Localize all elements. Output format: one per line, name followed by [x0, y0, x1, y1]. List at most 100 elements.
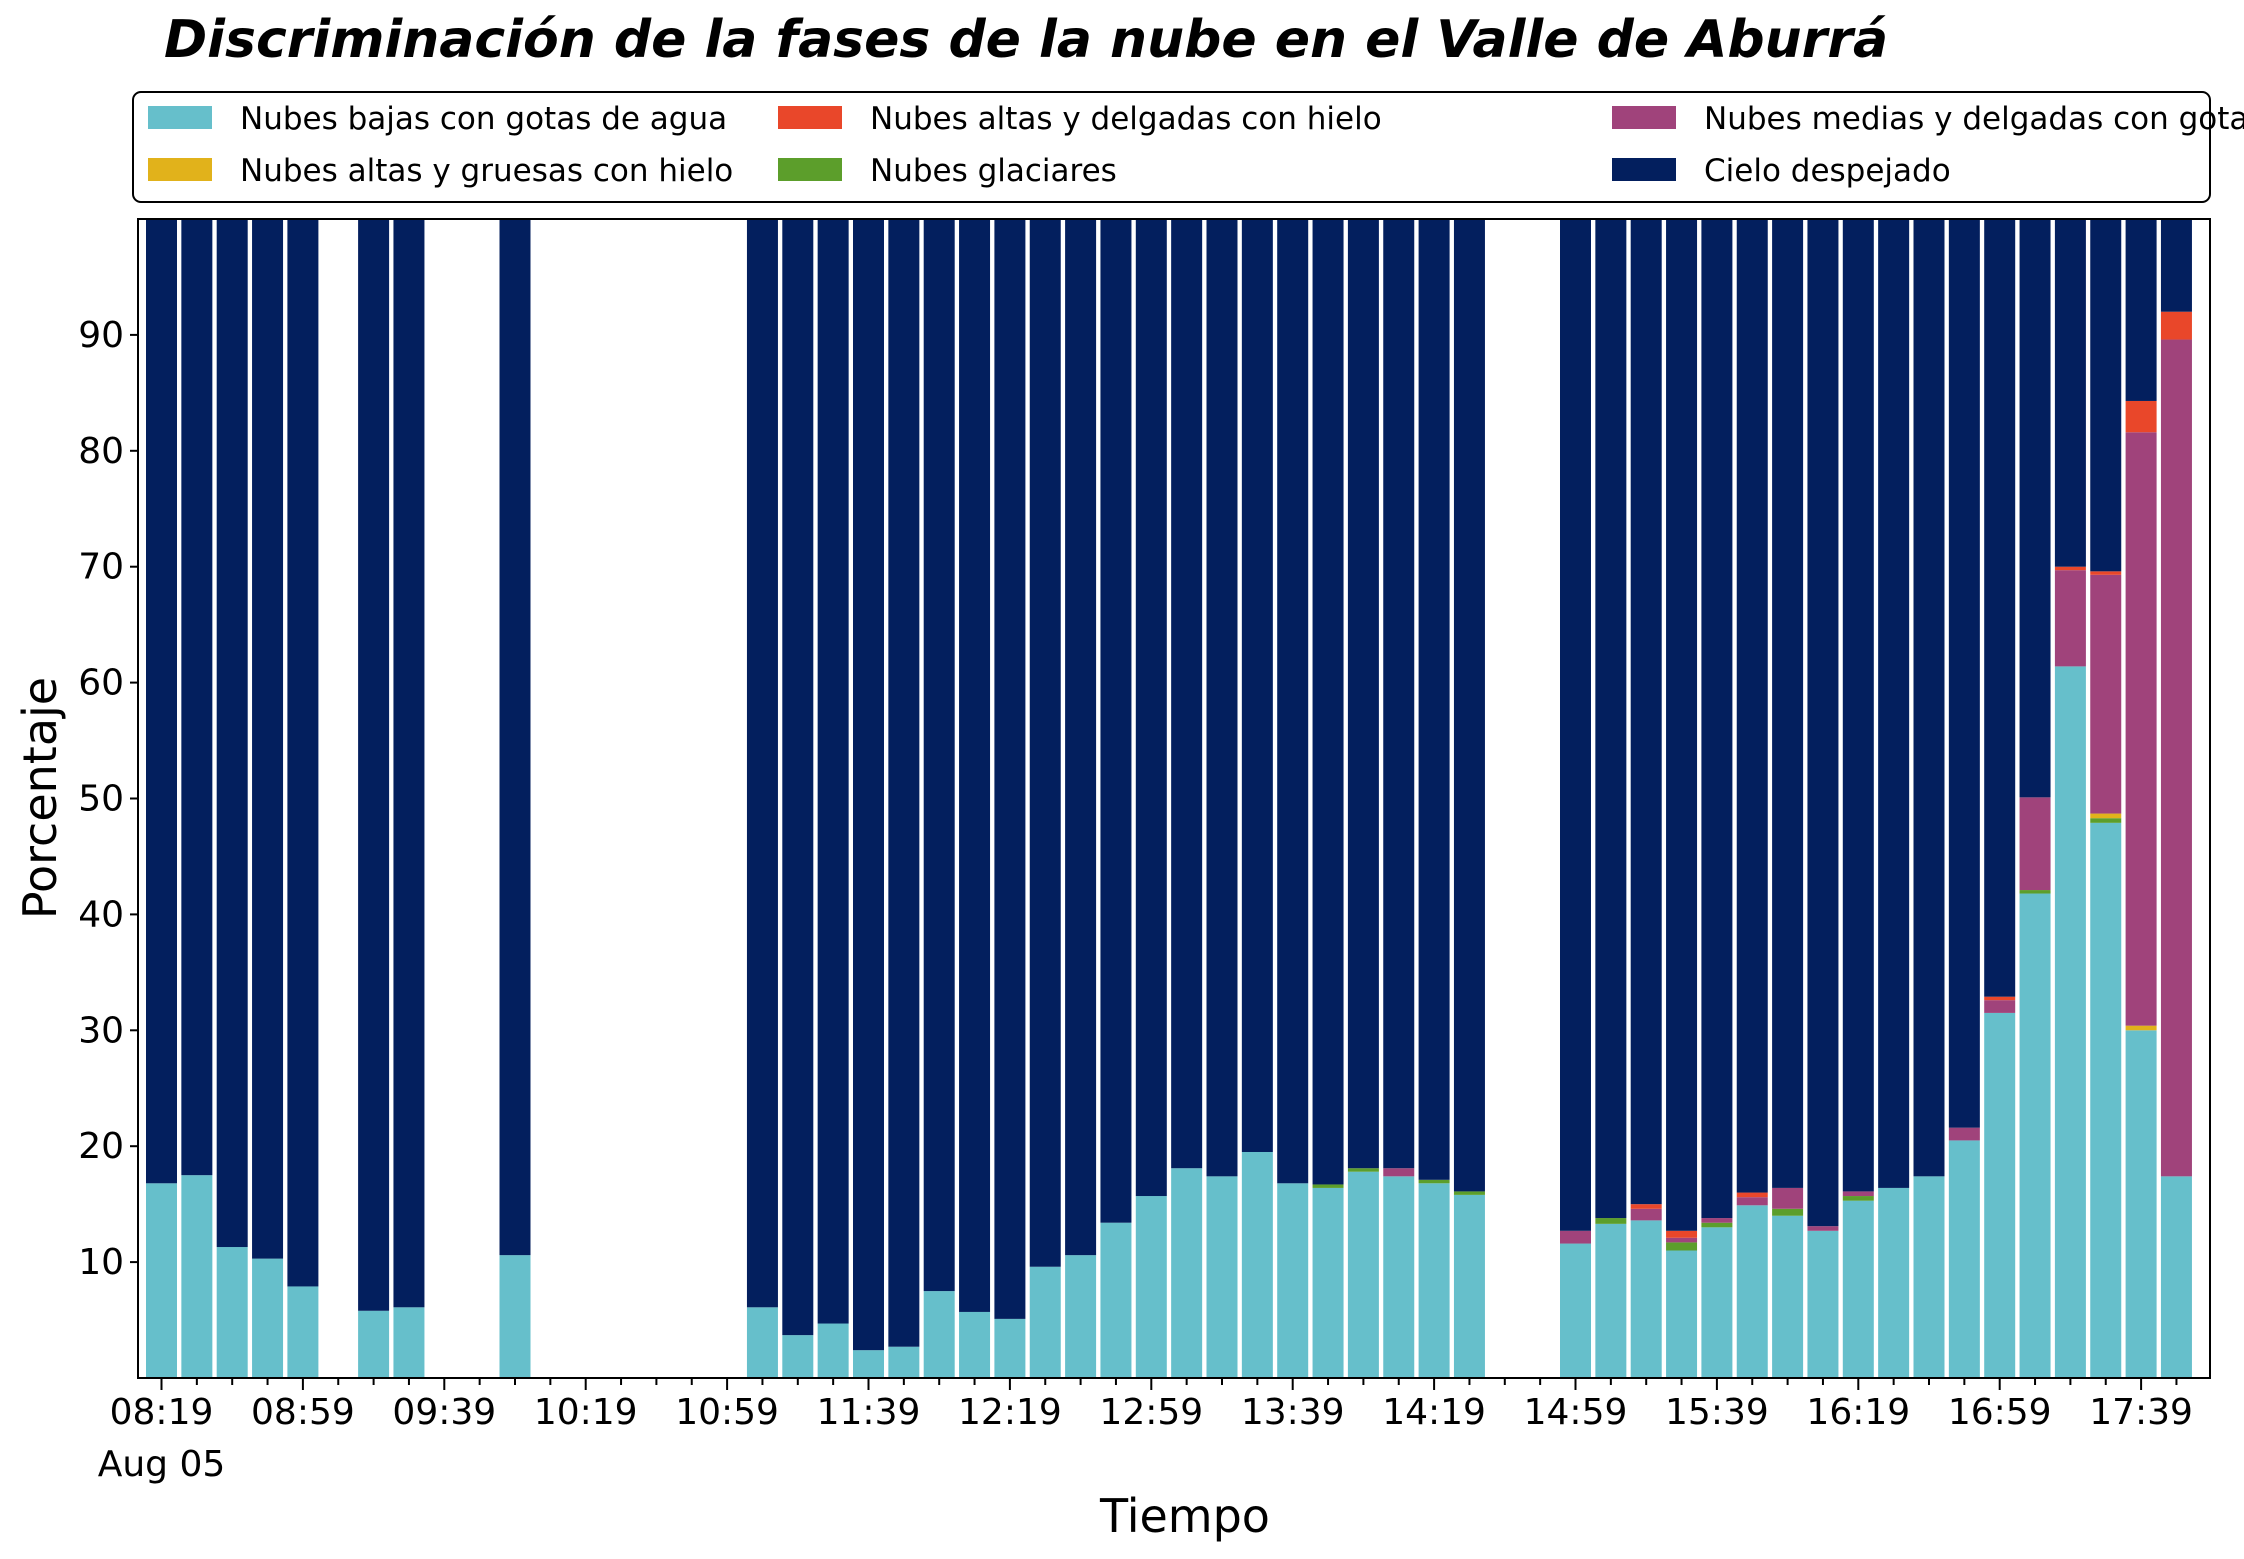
bar-1229	[1029, 219, 1061, 1378]
bar-1359	[1347, 219, 1379, 1378]
bar-segment-nubes-glaciares	[1772, 1208, 1804, 1216]
bar-segment-cielo-despejado	[1453, 219, 1485, 1192]
bar-segment-nubes-altas-y-gruesas-con-hielo	[2125, 1025, 2157, 1031]
bar-segment-nubes-altas-y-delgadas-con-hielo	[1666, 1230, 1698, 1238]
y-tick-label: 20	[78, 1126, 124, 1167]
bar-segment-nubes-bajas-con-gotas-de-agua	[146, 1183, 177, 1378]
x-tick-label: 14:19	[1382, 1392, 1486, 1433]
legend-item-nubes-glaciares: Nubes glaciares	[778, 153, 1117, 189]
bar-segment-cielo-despejado	[1701, 219, 1733, 1219]
bar-segment-nubes-medias-y-delgadas-con-gotas-de-agua	[2125, 432, 2157, 1026]
bar-segment-cielo-despejado	[2125, 219, 2157, 401]
bar-1559	[1772, 219, 1804, 1378]
bar-segment-nubes-bajas-con-gotas-de-agua	[1453, 1194, 1485, 1378]
bar-1309	[1171, 219, 1203, 1378]
y-tick-label: 30	[78, 1010, 124, 1051]
legend-label-nubes-altas-y-gruesas-con-hielo: Nubes altas y gruesas con hielo	[240, 153, 733, 189]
bar-1609	[1807, 219, 1839, 1378]
legend: Nubes bajas con gotas de agua Nubes altas…	[132, 91, 2244, 203]
bar-segment-nubes-bajas-con-gotas-de-agua	[1206, 1176, 1238, 1378]
bar-segment-nubes-bajas-con-gotas-de-agua	[959, 1311, 991, 1378]
bar-1729	[2090, 219, 2122, 1378]
bar-segment-nubes-bajas-con-gotas-de-agua	[1100, 1222, 1132, 1378]
bar-segment-nubes-altas-y-delgadas-con-hielo	[2160, 311, 2192, 340]
bar-segment-nubes-bajas-con-gotas-de-agua	[287, 1286, 319, 1378]
bar-0919	[358, 219, 390, 1378]
legend-item-nubes-bajas-con-gotas-de-agua: Nubes bajas con gotas de agua	[148, 101, 727, 137]
bar-segment-nubes-altas-y-delgadas-con-hielo	[1630, 1204, 1662, 1209]
bar-segment-cielo-despejado	[923, 219, 955, 1292]
bar-segment-nubes-medias-y-delgadas-con-gotas-de-agua	[2019, 797, 2051, 891]
plot-area: 10 20 30 40 50 60 70 80 90 08:19 08:59 09:39 10:19 1…	[78, 218, 2211, 1485]
bar-segment-cielo-despejado	[1560, 219, 1591, 1231]
bar-segment-nubes-altas-y-delgadas-con-hielo	[2054, 566, 2086, 571]
bar-1459	[1560, 219, 1591, 1378]
bar-segment-nubes-altas-y-gruesas-con-hielo	[2090, 813, 2122, 819]
bar-segment-nubes-altas-y-delgadas-con-hielo	[1736, 1192, 1768, 1198]
bar-1619	[1842, 219, 1874, 1378]
legend-label-nubes-medias-y-delgadas-con-gotas-de-agua: Nubes medias y delgadas con gotas de agu…	[1704, 101, 2244, 137]
y-axis-label: Porcentaje	[13, 677, 67, 919]
x-tick-label: 13:39	[1241, 1392, 1345, 1433]
bar-1519	[1630, 219, 1662, 1378]
x-tick-label: 10:59	[675, 1392, 779, 1433]
bar-segment-nubes-altas-y-delgadas-con-hielo	[1984, 996, 2016, 1001]
y-tick-label: 50	[78, 779, 124, 820]
legend-swatch-nubes-bajas-con-gotas-de-agua	[148, 106, 212, 129]
bar-segment-nubes-glaciares	[1347, 1168, 1379, 1172]
bar-segment-nubes-bajas-con-gotas-de-agua	[1842, 1200, 1874, 1378]
bar-segment-cielo-despejado	[1984, 219, 2016, 997]
bar-1659	[1984, 219, 2016, 1378]
bar-segment-cielo-despejado	[2019, 219, 2051, 798]
bar-segment-nubes-bajas-con-gotas-de-agua	[1595, 1223, 1627, 1378]
bar-segment-cielo-despejado	[817, 219, 849, 1324]
bar-segment-nubes-bajas-con-gotas-de-agua	[1807, 1230, 1839, 1378]
legend-item-nubes-altas-y-delgadas-con-hielo: Nubes altas y delgadas con hielo	[778, 101, 1382, 137]
bar-segment-nubes-glaciares	[1453, 1191, 1485, 1195]
bar-1509	[1595, 219, 1627, 1378]
bar-segment-cielo-despejado	[1772, 219, 1804, 1188]
bar-segment-nubes-medias-y-delgadas-con-gotas-de-agua	[2160, 339, 2192, 1177]
bar-segment-nubes-medias-y-delgadas-con-gotas-de-agua	[2090, 574, 2122, 814]
bar-segment-cielo-despejado	[2160, 219, 2192, 312]
bar-segment-cielo-despejado	[1807, 219, 1839, 1227]
bar-0859	[287, 219, 319, 1378]
bar-segment-nubes-bajas-con-gotas-de-agua	[2160, 1176, 2192, 1378]
y-axis: 10 20 30 40 50 60 70 80 90	[78, 315, 138, 1283]
bar-1709	[2019, 219, 2051, 1378]
legend-swatch-nubes-altas-y-gruesas-con-hielo	[148, 158, 212, 181]
bar-segment-cielo-despejado	[252, 219, 284, 1259]
bar-segment-cielo-despejado	[2090, 219, 2122, 572]
bar-segment-nubes-bajas-con-gotas-de-agua	[1241, 1151, 1273, 1378]
bar-1429	[1453, 219, 1485, 1378]
x-axis-label: Tiempo	[1099, 1489, 1270, 1543]
bar-1539	[1701, 219, 1733, 1378]
bar-segment-nubes-bajas-con-gotas-de-agua	[1312, 1187, 1344, 1378]
bar-1419	[1418, 219, 1450, 1378]
bar-segment-nubes-bajas-con-gotas-de-agua	[853, 1350, 884, 1378]
bar-1139	[853, 219, 884, 1378]
bar-segment-nubes-medias-y-delgadas-con-gotas-de-agua	[1772, 1187, 1804, 1209]
bar-segment-nubes-bajas-con-gotas-de-agua	[1171, 1168, 1203, 1378]
bar-1109	[746, 219, 778, 1378]
bar-segment-nubes-bajas-con-gotas-de-agua	[1135, 1196, 1167, 1378]
bar-segment-cielo-despejado	[1666, 219, 1698, 1231]
bar-segment-cielo-despejado	[1100, 219, 1132, 1223]
bar-segment-nubes-bajas-con-gotas-de-agua	[499, 1255, 531, 1378]
bar-segment-nubes-bajas-con-gotas-de-agua	[2019, 893, 2051, 1378]
bar-segment-cielo-despejado	[1913, 219, 1945, 1177]
x-tick-label: 10:19	[534, 1392, 638, 1433]
bar-segment-nubes-bajas-con-gotas-de-agua	[1948, 1140, 1980, 1378]
bar-1749	[2160, 219, 2192, 1378]
bar-segment-nubes-bajas-con-gotas-de-agua	[1383, 1176, 1415, 1378]
bar-segment-cielo-despejado	[1630, 219, 1662, 1205]
bar-segment-cielo-despejado	[1277, 219, 1309, 1184]
x-tick-label: 11:39	[817, 1392, 921, 1433]
bar-segment-cielo-despejado	[782, 219, 814, 1336]
bar-1129	[817, 219, 849, 1378]
bar-segment-nubes-bajas-con-gotas-de-agua	[216, 1247, 248, 1378]
bar-segment-nubes-bajas-con-gotas-de-agua	[2125, 1030, 2157, 1378]
bar-1149	[888, 219, 920, 1378]
bar-1529	[1666, 219, 1698, 1378]
bar-segment-nubes-medias-y-delgadas-con-gotas-de-agua	[1807, 1226, 1839, 1231]
